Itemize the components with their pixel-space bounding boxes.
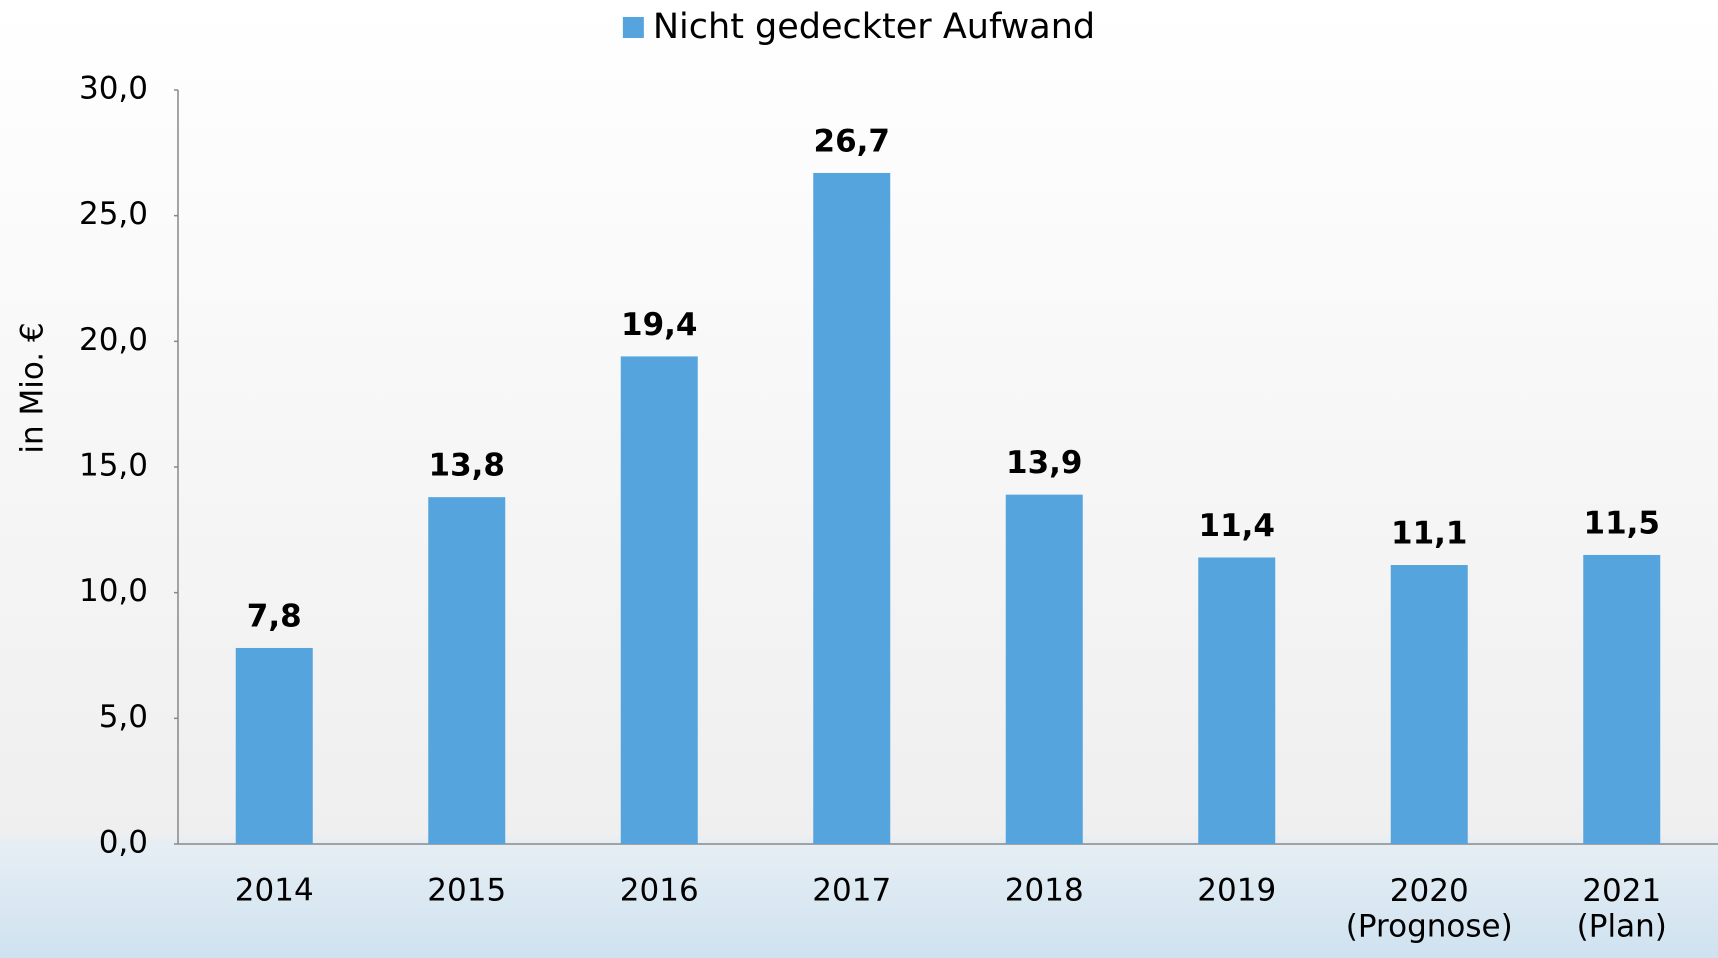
bar [813, 172, 891, 844]
legend-label: Nicht gedeckter Aufwand [653, 7, 1095, 47]
y-tick-label: 5,0 [99, 699, 148, 735]
y-tick-label: 0,0 [99, 825, 148, 861]
y-tick-label: 15,0 [79, 448, 148, 484]
legend-swatch [622, 17, 644, 38]
x-tick-label: 2016 [620, 873, 699, 909]
y-tick-label: 30,0 [79, 71, 148, 107]
value-label: 11,4 [1199, 508, 1276, 544]
x-tick-label: 2015 [427, 873, 506, 909]
value-label: 7,8 [247, 598, 302, 634]
x-tick-label: 2017 [812, 873, 891, 909]
x-tick-label: 2014 [235, 873, 314, 909]
bar [235, 647, 313, 844]
x-tick-label: 2019 [1197, 873, 1276, 909]
x-tick-label: 2020 (Prognose) [1346, 873, 1513, 945]
bar [1005, 494, 1083, 844]
x-tick-label: 2021 (Plan) [1577, 873, 1667, 945]
bar [1583, 554, 1661, 844]
bar [1390, 565, 1468, 844]
bar [1198, 557, 1276, 844]
x-tick-label: 2018 [1005, 873, 1084, 909]
value-label: 11,1 [1391, 516, 1468, 552]
value-label: 11,5 [1584, 505, 1661, 541]
y-tick-label: 20,0 [79, 322, 148, 358]
bar [620, 356, 698, 844]
value-label: 13,9 [1006, 445, 1083, 481]
y-tick-label: 25,0 [79, 196, 148, 232]
bar [428, 497, 506, 844]
y-axis-label: in Mio. € [15, 322, 51, 453]
value-label: 26,7 [814, 123, 891, 159]
value-label: 13,8 [429, 448, 506, 484]
value-label: 19,4 [621, 307, 698, 343]
y-tick-label: 10,0 [79, 573, 148, 609]
